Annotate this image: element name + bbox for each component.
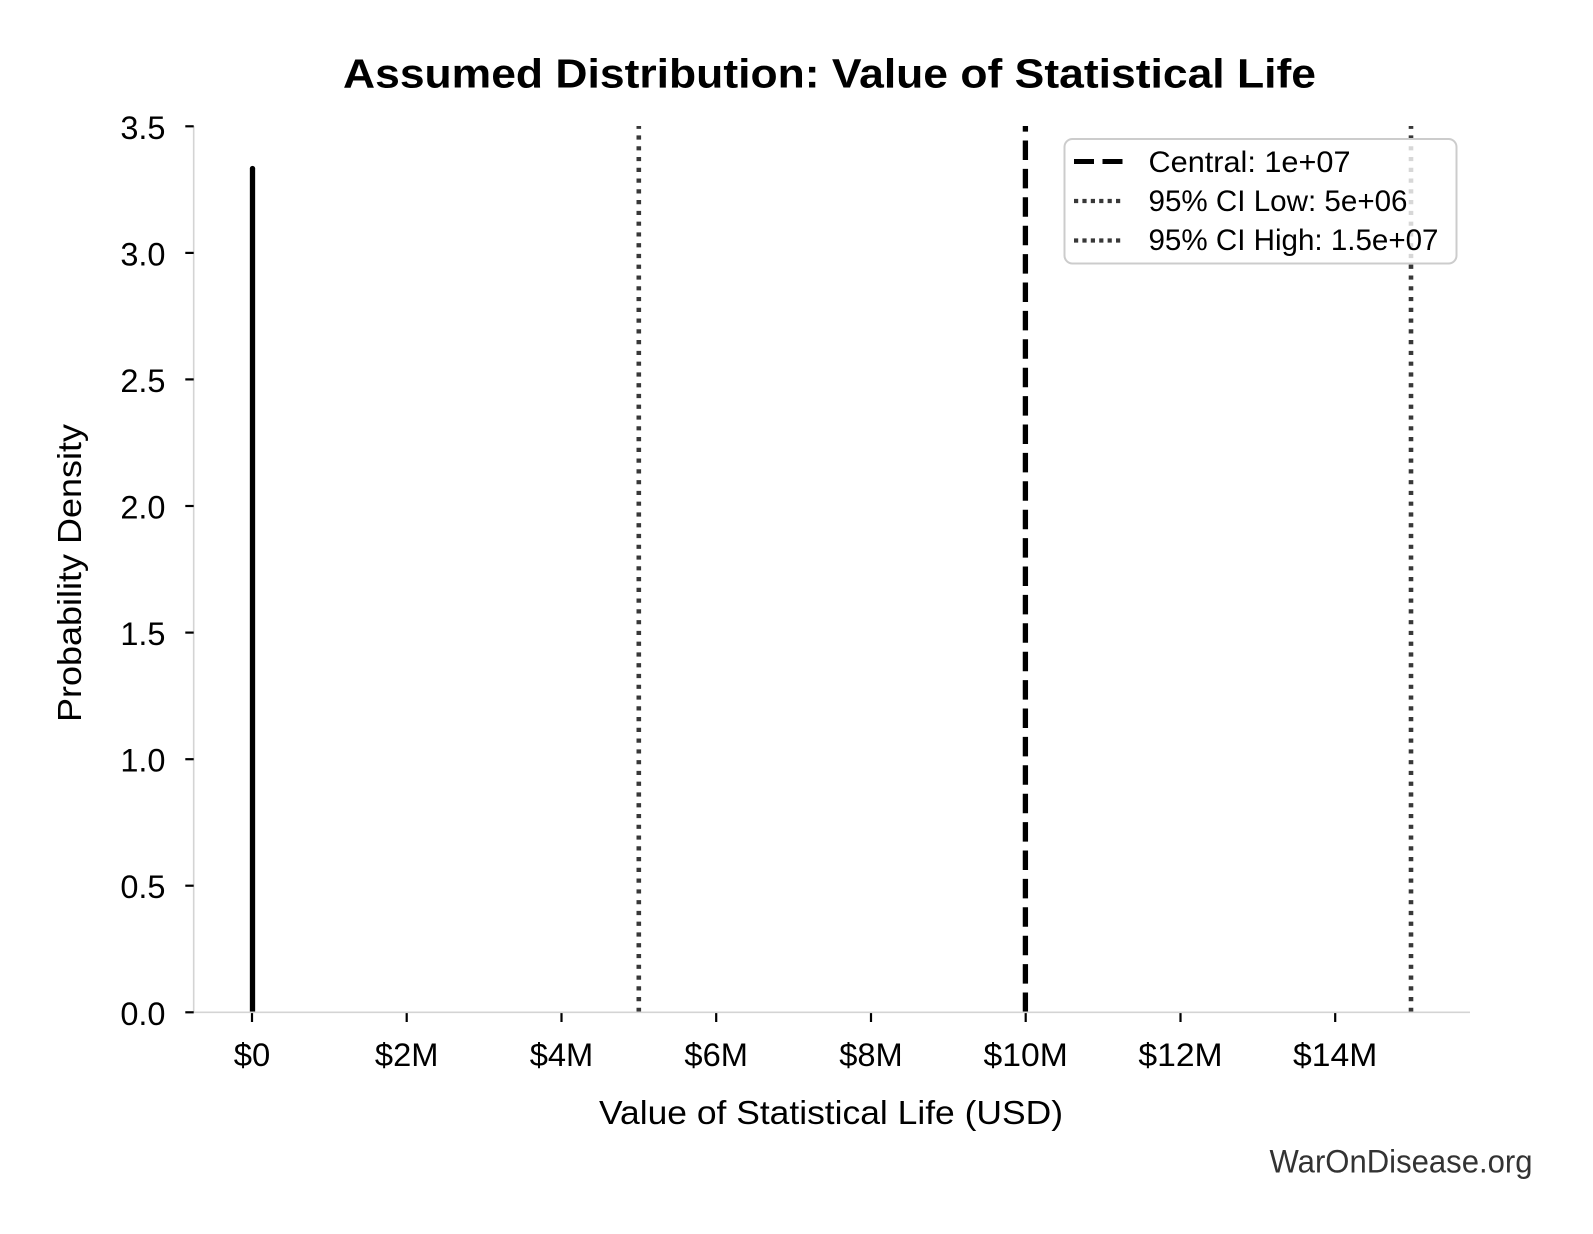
svg-text:Assumed Distribution: Value of: Assumed Distribution: Value of Statistic… xyxy=(343,51,1316,97)
svg-text:95% CI High: 1.5e+07: 95% CI High: 1.5e+07 xyxy=(1149,224,1439,257)
svg-text:Value of Statistical Life (USD: Value of Statistical Life (USD) xyxy=(599,1094,1063,1131)
svg-text:$8M: $8M xyxy=(839,1037,903,1073)
svg-text:WarOnDisease.org: WarOnDisease.org xyxy=(1270,1143,1533,1179)
svg-text:3.5: 3.5 xyxy=(120,110,165,146)
svg-text:$10M: $10M xyxy=(984,1037,1068,1073)
svg-text:1.5: 1.5 xyxy=(120,616,165,652)
svg-text:Central: 1e+07: Central: 1e+07 xyxy=(1149,146,1351,179)
svg-text:2.5: 2.5 xyxy=(120,363,165,399)
svg-text:$12M: $12M xyxy=(1138,1037,1222,1073)
svg-text:95% CI Low: 5e+06: 95% CI Low: 5e+06 xyxy=(1149,185,1408,218)
svg-text:2.0: 2.0 xyxy=(120,490,165,526)
svg-text:$2M: $2M xyxy=(375,1037,439,1073)
svg-text:0.5: 0.5 xyxy=(120,869,165,905)
svg-text:3.0: 3.0 xyxy=(120,236,165,272)
svg-text:Probability Density: Probability Density xyxy=(51,423,88,722)
svg-text:0.0: 0.0 xyxy=(120,996,165,1032)
svg-text:1.0: 1.0 xyxy=(120,743,165,779)
svg-text:$4M: $4M xyxy=(530,1037,594,1073)
svg-text:$6M: $6M xyxy=(684,1037,748,1073)
svg-text:$0: $0 xyxy=(234,1037,271,1073)
svg-text:$14M: $14M xyxy=(1293,1037,1377,1073)
